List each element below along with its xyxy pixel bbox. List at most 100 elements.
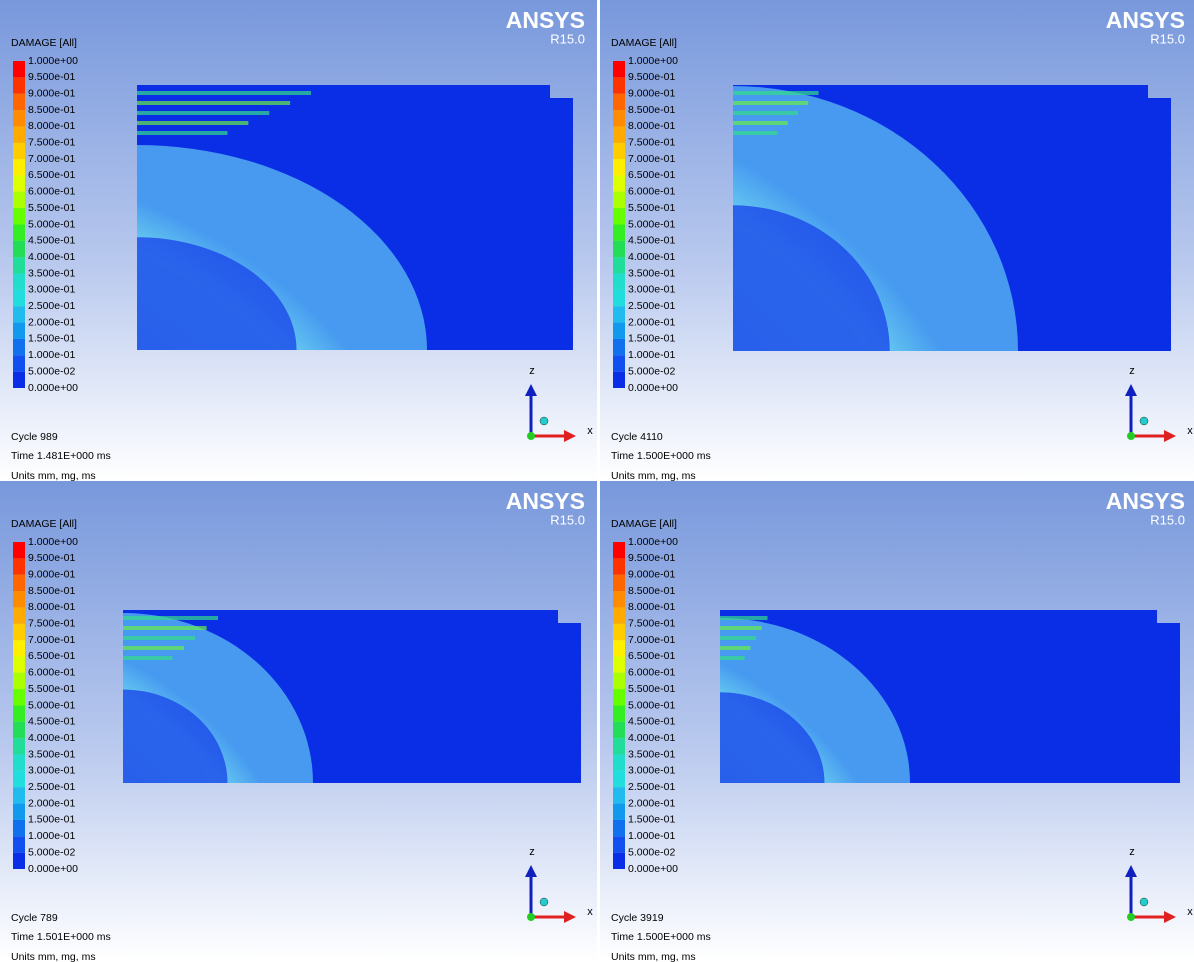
axis-origin bbox=[1127, 913, 1135, 921]
legend-label: 8.500e-01 bbox=[28, 585, 75, 597]
axis-z-label: z bbox=[1129, 846, 1135, 858]
legend-label: 5.500e-01 bbox=[628, 202, 675, 214]
legend-swatch bbox=[613, 289, 625, 307]
cycle-label: Cycle 4110 bbox=[611, 431, 663, 443]
legend-label: 9.000e-01 bbox=[628, 568, 675, 580]
legend-label: 6.000e-01 bbox=[28, 667, 75, 679]
legend-label: 6.000e-01 bbox=[28, 186, 75, 198]
axis-origin bbox=[527, 432, 535, 440]
legend-label: 2.500e-01 bbox=[628, 300, 675, 312]
legend-label: 8.500e-01 bbox=[628, 104, 675, 116]
legend-label: 3.000e-01 bbox=[28, 284, 75, 296]
legend-swatch bbox=[13, 591, 25, 608]
axis-x-head bbox=[564, 430, 576, 442]
legend-swatch bbox=[613, 672, 625, 690]
legend-label: 5.000e-01 bbox=[28, 218, 75, 230]
legend-swatch bbox=[13, 110, 25, 127]
axis-x-label: x bbox=[1187, 425, 1193, 437]
brand-logo: ANSYS bbox=[506, 7, 585, 33]
legend-label: 8.000e-01 bbox=[28, 601, 75, 613]
legend-label: 7.500e-01 bbox=[628, 137, 675, 149]
legend-swatch bbox=[613, 640, 625, 657]
damage-streak bbox=[720, 616, 768, 620]
damage-streak bbox=[720, 626, 762, 630]
legend-swatch bbox=[13, 542, 25, 559]
legend-swatch bbox=[613, 224, 625, 241]
legend-label: 3.000e-01 bbox=[628, 284, 675, 296]
damage-streak bbox=[137, 111, 270, 115]
legend-swatch bbox=[613, 355, 625, 372]
damage-inner bbox=[733, 205, 890, 351]
legend-swatch bbox=[613, 191, 625, 209]
legend-swatch bbox=[13, 656, 25, 673]
legend-label: 1.500e-01 bbox=[28, 333, 75, 345]
damage-streak bbox=[733, 131, 778, 135]
axis-z-label: z bbox=[529, 365, 535, 377]
legend-swatch bbox=[13, 770, 25, 788]
damage-zone bbox=[720, 616, 910, 783]
legend-title: DAMAGE [All] bbox=[11, 518, 77, 530]
legend-label: 9.000e-01 bbox=[628, 87, 675, 99]
legend-swatch bbox=[13, 273, 25, 290]
legend-swatch bbox=[613, 338, 625, 356]
legend-label: 3.000e-01 bbox=[628, 765, 675, 777]
legend-label: 7.500e-01 bbox=[628, 618, 675, 630]
legend-label: 1.000e-01 bbox=[28, 349, 75, 361]
legend-label: 7.000e-01 bbox=[28, 634, 75, 646]
units-label: Units mm, mg, ms bbox=[611, 951, 696, 962]
legend-swatch bbox=[613, 738, 625, 755]
legend-label: 9.500e-01 bbox=[28, 71, 75, 83]
axis-x-label: x bbox=[587, 425, 593, 437]
legend-swatch bbox=[613, 273, 625, 290]
time-label: Time 1.481E+000 ms bbox=[11, 450, 111, 462]
damage-zone bbox=[137, 91, 427, 350]
legend-label: 6.500e-01 bbox=[28, 650, 75, 662]
legend-label: 3.500e-01 bbox=[28, 267, 75, 279]
damage-region bbox=[123, 613, 313, 783]
legend-label: 5.000e-01 bbox=[628, 699, 675, 711]
legend-swatch bbox=[613, 240, 625, 258]
damage-streak bbox=[137, 131, 228, 135]
legend-swatch bbox=[613, 126, 625, 143]
axis-z-head bbox=[1125, 865, 1137, 877]
axis-y-marker bbox=[1139, 416, 1149, 426]
legend-swatch bbox=[613, 306, 625, 323]
axis-z-head bbox=[525, 865, 537, 877]
units-label: Units mm, mg, ms bbox=[11, 470, 96, 482]
axis-z-head bbox=[525, 384, 537, 396]
axis-x-head bbox=[1164, 911, 1176, 923]
axis-y-marker bbox=[1139, 897, 1149, 907]
legend-label: 6.500e-01 bbox=[628, 650, 675, 662]
damage-inner bbox=[720, 692, 825, 783]
time-label: Time 1.501E+000 ms bbox=[11, 931, 111, 943]
legend-label: 0.000e+00 bbox=[28, 382, 78, 394]
damage-streak bbox=[123, 626, 207, 630]
legend-label: 9.500e-01 bbox=[628, 71, 675, 83]
legend-swatch bbox=[13, 852, 25, 869]
legend-label: 5.000e-02 bbox=[628, 846, 675, 858]
legend-label: 3.500e-01 bbox=[628, 267, 675, 279]
legend-label: 4.500e-01 bbox=[28, 235, 75, 247]
units-label: Units mm, mg, ms bbox=[11, 951, 96, 962]
legend-label: 9.000e-01 bbox=[28, 87, 75, 99]
legend-swatch bbox=[613, 175, 625, 192]
legend-swatch bbox=[13, 240, 25, 258]
legend-swatch bbox=[613, 836, 625, 853]
legend-swatch bbox=[13, 574, 25, 592]
legend-label: 5.500e-01 bbox=[628, 683, 675, 695]
damage-streak bbox=[733, 91, 819, 95]
legend-label: 4.000e-01 bbox=[628, 251, 675, 263]
legend-label: 7.500e-01 bbox=[28, 618, 75, 630]
legend-label: 1.500e-01 bbox=[628, 814, 675, 826]
legend-label: 0.000e+00 bbox=[628, 382, 678, 394]
cycle-label: Cycle 3919 bbox=[611, 912, 664, 924]
legend-swatch bbox=[13, 208, 25, 225]
legend-swatch bbox=[613, 371, 625, 388]
legend-label: 0.000e+00 bbox=[28, 863, 78, 875]
legend-swatch bbox=[613, 558, 625, 575]
legend-swatch bbox=[13, 93, 25, 111]
